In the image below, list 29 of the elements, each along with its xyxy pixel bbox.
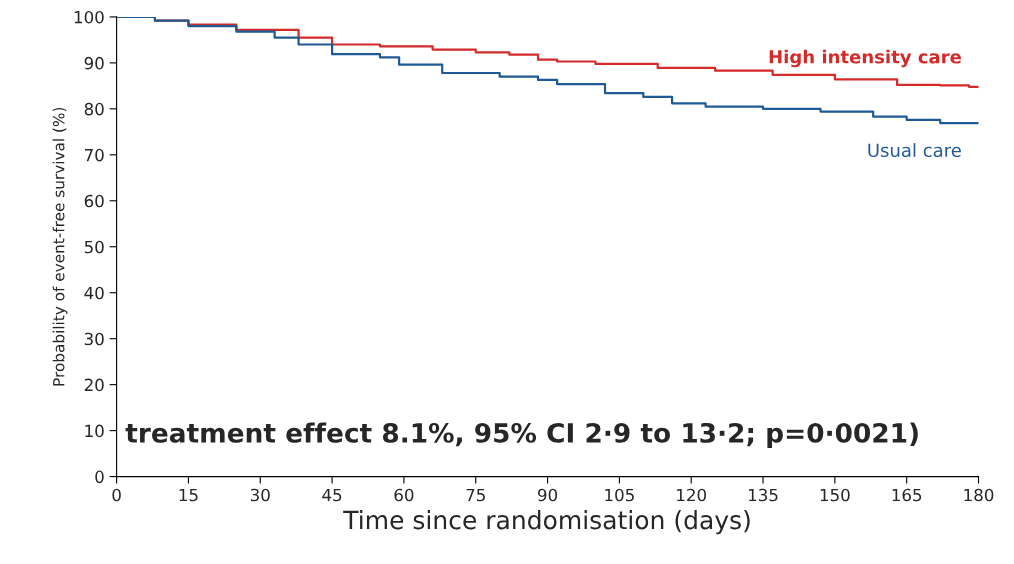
x-tick-label: 120 [677, 488, 707, 502]
y-tick-label: 20 [84, 378, 104, 392]
x-tick-label: 60 [394, 488, 414, 502]
y-tick-label: 0 [95, 470, 104, 484]
y-tick-label: 40 [84, 286, 104, 300]
x-tick-label: 180 [964, 488, 994, 502]
y-tick-label: 60 [84, 194, 104, 208]
x-axis-title: Time since randomisation (days) [343, 510, 750, 535]
y-tick-label: 30 [84, 332, 104, 346]
y-tick-label: 10 [85, 424, 104, 438]
x-tick-label: 90 [538, 488, 558, 502]
x-tick-label: 165 [892, 488, 922, 502]
y-tick-label: 90 [84, 56, 104, 70]
x-tick-label: 15 [179, 488, 198, 502]
series-label: Usual care [868, 143, 961, 158]
y-tick-label: 50 [84, 240, 104, 254]
y-tick-label: 70 [84, 148, 104, 162]
x-tick-label: 105 [605, 488, 634, 502]
y-tick-label: 80 [84, 102, 104, 116]
x-tick-label: 0 [112, 488, 121, 502]
series-label: High intensity care [769, 49, 961, 68]
x-tick-label: 75 [466, 488, 485, 502]
y-axis-title: Probability of event-free survival (%) [52, 107, 68, 386]
x-tick-label: 135 [748, 488, 778, 502]
x-tick-label: 45 [322, 488, 342, 502]
x-tick-label: 30 [250, 488, 270, 502]
x-tick-label: 150 [820, 488, 850, 502]
y-tick-label: 100 [74, 10, 104, 24]
annotation: treatment effect 8.1%, 95% CI 2·9 to 13·2; p=0·0021) [125, 422, 918, 448]
